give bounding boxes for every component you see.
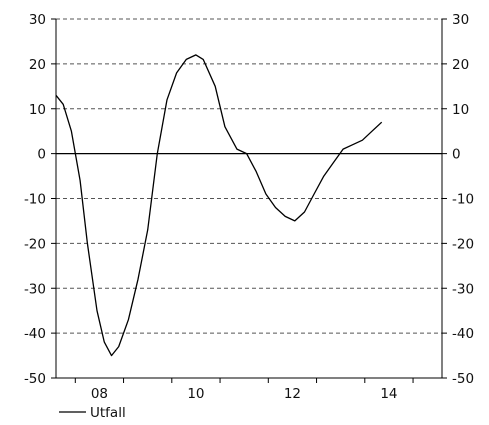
y-tick-label-left: -30 bbox=[24, 281, 46, 297]
y-tick-label-left: -50 bbox=[24, 371, 46, 387]
y-tick-label-left: 20 bbox=[29, 57, 46, 73]
legend: Utfall bbox=[59, 405, 126, 421]
y-tick-label-left: -10 bbox=[24, 192, 46, 208]
series-group bbox=[55, 54, 383, 357]
y-tick-label-right: -50 bbox=[452, 371, 474, 387]
y-tick-label-right: -30 bbox=[452, 281, 474, 297]
y-tick-label-left: 30 bbox=[29, 12, 46, 28]
y-axis-left-labels: -50 -40 -30 -20 -10 0 10 20 30 bbox=[24, 12, 46, 387]
y-tick-label-right: 10 bbox=[452, 102, 469, 118]
x-tick-label: 08 bbox=[91, 386, 108, 402]
y-tick-label-right: 20 bbox=[452, 57, 469, 73]
y-tick-label-left: 0 bbox=[37, 147, 46, 163]
x-tick-label: 14 bbox=[380, 386, 397, 402]
x-tick-label: 10 bbox=[187, 386, 204, 402]
y-tick-label-left: 10 bbox=[29, 102, 46, 118]
x-axis-labels: 08 10 12 14 bbox=[91, 386, 398, 402]
axes bbox=[51, 18, 447, 383]
y-tick-label-right: 30 bbox=[452, 12, 469, 28]
y-tick-label-left: -20 bbox=[24, 236, 46, 252]
series-line-utfall bbox=[55, 54, 383, 357]
legend-label: Utfall bbox=[90, 405, 126, 421]
y-tick-label-left: -40 bbox=[24, 326, 46, 342]
y-axis-right-labels: -50 -40 -30 -20 -10 0 10 20 30 bbox=[452, 12, 474, 387]
y-tick-label-right: 0 bbox=[452, 147, 461, 163]
x-tick-label: 12 bbox=[284, 386, 301, 402]
y-tick-label-right: -40 bbox=[452, 326, 474, 342]
y-tick-label-right: -10 bbox=[452, 192, 474, 208]
gridlines bbox=[56, 18, 442, 334]
y-tick-label-right: -20 bbox=[452, 236, 474, 252]
